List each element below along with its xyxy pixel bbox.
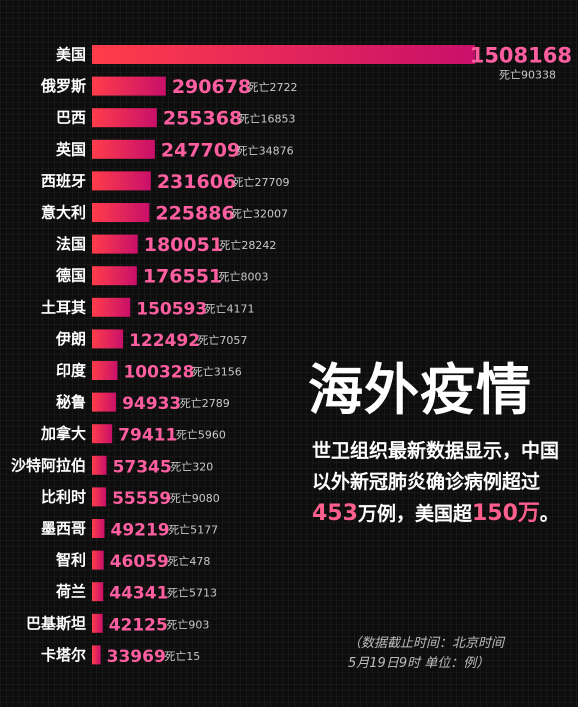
bar [92,487,107,507]
description-highlight-total: 453 [312,501,358,526]
value-label: 79411 [118,426,177,446]
death-label: 死亡2789 [180,396,230,410]
death-label: 死亡7057 [197,333,247,347]
country-label: 智利 [56,551,86,569]
bar [92,519,105,538]
country-label: 秘鲁 [56,393,86,411]
death-label: 死亡15 [164,649,200,663]
country-label: 墨西哥 [41,520,86,538]
value-label: 55559 [112,489,171,509]
value-label: 247709 [161,139,240,161]
death-label: 死亡5713 [167,586,217,600]
country-label: 英国 [56,140,86,158]
death-label: 死亡16853 [239,112,296,126]
value-label: 49219 [110,521,169,541]
value-label: 150593 [136,299,207,319]
value-label: 180051 [144,234,223,256]
value-label: 231606 [157,171,236,193]
value-label: 33969 [107,647,166,667]
country-label: 卡塔尔 [41,646,86,664]
value-label: 255368 [163,108,242,130]
death-label: 死亡32007 [231,207,288,221]
footnote: （数据截止时间：北京时间 5月19日9时 单位：例） [348,634,568,674]
country-label: 加拿大 [40,425,86,443]
footnote-line-1: （数据截止时间：北京时间 [348,636,505,651]
value-label: 42125 [109,615,168,635]
bar [92,297,131,317]
bar [92,613,103,633]
bar [92,171,151,191]
death-label: 死亡34876 [237,143,294,157]
value-label: 225886 [155,203,234,225]
death-label: 死亡5960 [176,428,226,442]
bar [92,266,137,286]
bar [92,203,150,222]
description-text-3: 。 [539,503,559,525]
country-label: 德国 [56,267,86,285]
country-label: 美国 [56,46,86,64]
death-label: 死亡2722 [247,80,297,94]
country-label: 巴基斯坦 [26,614,86,632]
bar [92,582,104,602]
country-label: 土耳其 [41,298,86,316]
death-label: 死亡3156 [192,365,242,379]
country-label: 荷兰 [56,583,86,601]
death-label: 死亡903 [166,617,209,631]
country-label: 伊朗 [55,330,86,348]
country-label: 意大利 [41,204,86,222]
bar [92,329,124,349]
description-highlight-us: 150万 [471,501,540,526]
value-label: 176551 [143,266,222,288]
description-text-1: 世卫组织最新数据显示，中国以外新冠肺炎确诊病例超过 [312,440,560,493]
death-label: 死亡478 [167,554,210,568]
death-label: 死亡5177 [168,523,218,537]
bar [92,424,113,444]
value-label: 1508168 [470,44,572,68]
value-label: 57345 [113,457,172,477]
bar [92,550,104,570]
bar [92,45,475,64]
bar [92,455,107,475]
death-label: 死亡4171 [204,301,254,315]
bar [92,76,166,96]
value-label: 46059 [110,552,169,572]
country-label: 印度 [56,362,87,380]
country-label: 巴西 [56,109,86,127]
country-label: 法国 [56,235,86,253]
death-label: 死亡27709 [232,175,289,189]
value-label: 94933 [122,394,181,414]
bar [92,139,155,159]
description-text-2: 万例，美国超 [357,503,472,525]
panel-title: 海外疫情 [308,357,533,422]
death-label: 死亡9080 [170,491,220,505]
death-label: 死亡90338 [499,68,556,82]
value-label: 100328 [123,363,194,383]
description: 世卫组织最新数据显示，中国以外新冠肺炎确诊病例超过 453万例，美国超150万。 [312,436,562,530]
country-label: 俄罗斯 [40,77,86,95]
country-label: 比利时 [41,488,86,506]
value-label: 122492 [129,331,200,351]
death-label: 死亡8003 [219,270,269,284]
bar [92,392,117,412]
bar [92,645,101,665]
death-label: 死亡320 [170,459,213,473]
footnote-line-2: 5月19日9时 单位：例） [348,656,490,671]
death-label: 死亡28242 [219,238,276,252]
value-label: 290678 [172,76,251,98]
bar [92,234,138,254]
bar [92,361,118,380]
country-label: 沙特阿拉伯 [11,456,86,474]
bar [92,108,157,128]
value-label: 44341 [109,584,168,604]
country-label: 西班牙 [41,172,86,190]
